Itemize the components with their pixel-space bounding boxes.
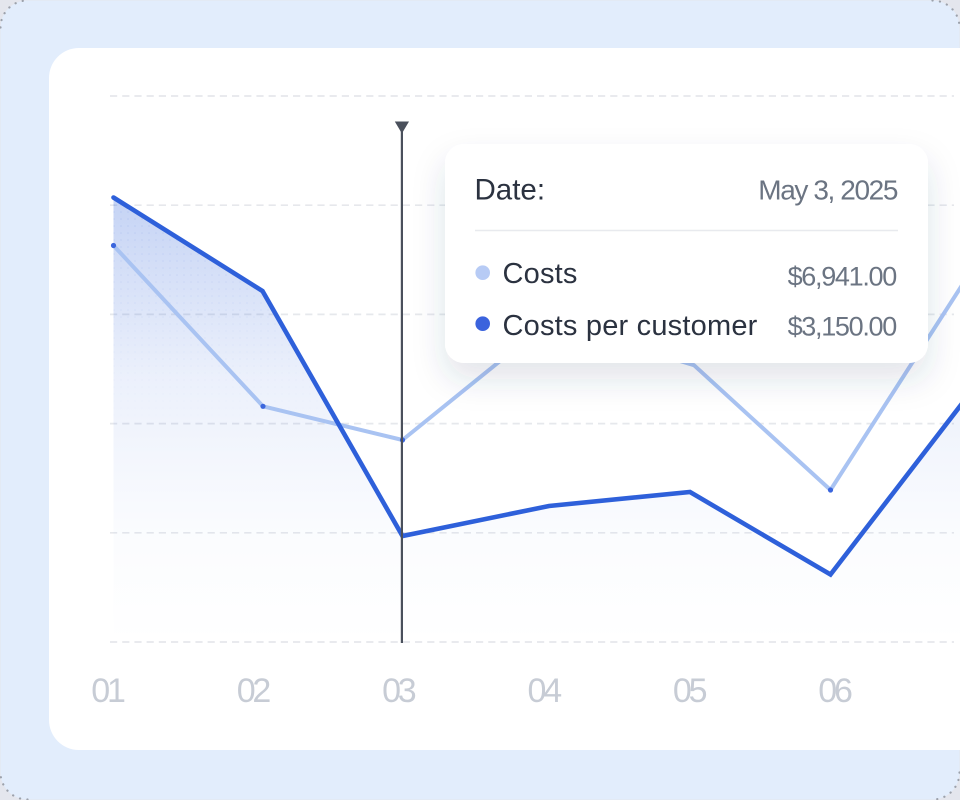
svg-text:$3,150.00: $3,150.00 [788, 312, 897, 342]
svg-text:02: 02 [237, 672, 271, 710]
svg-text:01: 01 [91, 672, 125, 710]
svg-text:06: 06 [818, 672, 852, 710]
svg-text:$6,941.00: $6,941.00 [788, 262, 897, 292]
svg-text:May 3, 2025: May 3, 2025 [758, 175, 898, 206]
svg-text:Costs: Costs [503, 258, 578, 290]
svg-text:05: 05 [673, 672, 707, 710]
svg-text:03: 03 [382, 672, 416, 710]
svg-text:Date:: Date: [475, 174, 546, 207]
svg-text:04: 04 [527, 672, 561, 710]
svg-text:Costs per customer: Costs per customer [503, 310, 758, 342]
